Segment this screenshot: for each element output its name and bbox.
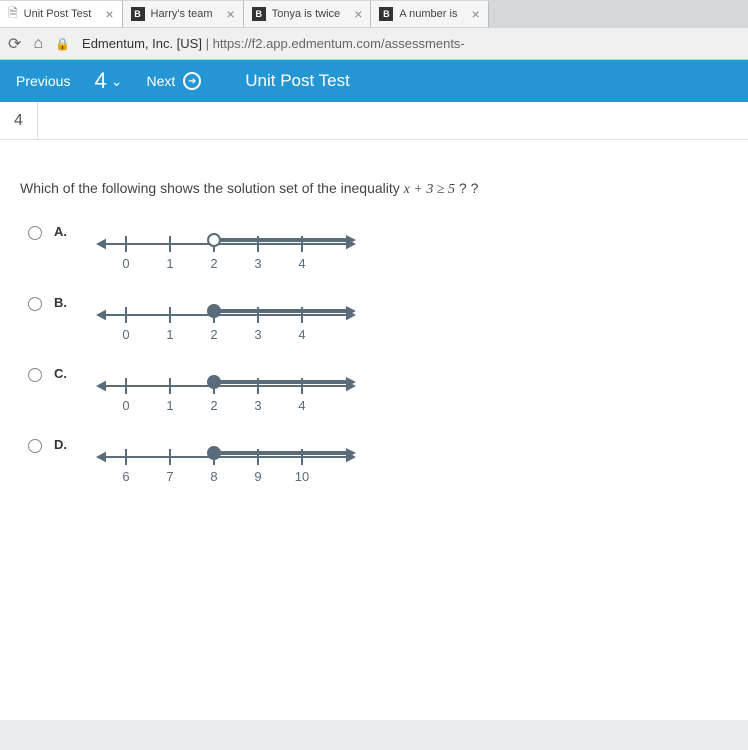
svg-text:2: 2 bbox=[210, 327, 217, 342]
number-line-diagram: 0 1 2 3 4 bbox=[96, 364, 356, 429]
question-math: x + 3 ≥ 5 bbox=[404, 182, 455, 197]
answer-option[interactable]: B. 0 1 2 3 4 bbox=[20, 293, 728, 358]
svg-text:0: 0 bbox=[122, 327, 129, 342]
tab-unit-post-test[interactable]: 🗎 Unit Post Test × bbox=[0, 1, 123, 27]
question-suffix: ? ? bbox=[459, 180, 478, 196]
svg-text:2: 2 bbox=[210, 256, 217, 271]
app-header: Previous 4 ⌄ Next ➜ Unit Post Test bbox=[0, 60, 748, 102]
home-icon[interactable]: ⌂ bbox=[33, 35, 43, 53]
svg-text:6: 6 bbox=[122, 469, 129, 484]
svg-text:7: 7 bbox=[166, 469, 173, 484]
svg-text:9: 9 bbox=[254, 469, 261, 484]
radio-button[interactable] bbox=[28, 439, 42, 453]
brainly-icon: B bbox=[252, 7, 266, 21]
svg-text:8: 8 bbox=[210, 469, 217, 484]
tab-title: A number is bbox=[399, 8, 457, 20]
brainly-icon: B bbox=[131, 7, 145, 21]
close-icon[interactable]: × bbox=[354, 6, 362, 22]
question-content: Which of the following shows the solutio… bbox=[0, 140, 748, 720]
number-line-diagram: 0 1 2 3 4 bbox=[96, 293, 356, 358]
svg-text:0: 0 bbox=[122, 398, 129, 413]
svg-text:4: 4 bbox=[298, 256, 305, 271]
url-domain: Edmentum, Inc. [US] bbox=[82, 36, 202, 51]
svg-text:3: 3 bbox=[254, 327, 261, 342]
browser-tabs-bar: 🗎 Unit Post Test × B Harry's team × B To… bbox=[0, 0, 748, 28]
close-icon[interactable]: × bbox=[227, 6, 235, 22]
option-label: B. bbox=[54, 295, 74, 310]
number-line-diagram: 6 7 8 9 10 bbox=[96, 435, 356, 500]
tab-title: Tonya is twice bbox=[272, 8, 340, 20]
svg-text:1: 1 bbox=[166, 256, 173, 271]
radio-button[interactable] bbox=[28, 297, 42, 311]
question-prefix: Which of the following shows the solutio… bbox=[20, 180, 404, 196]
document-icon: 🗎 bbox=[8, 4, 18, 25]
option-label: A. bbox=[54, 224, 74, 239]
next-button[interactable]: Next ➜ bbox=[146, 72, 201, 90]
tab-number[interactable]: B A number is × bbox=[371, 1, 488, 27]
options-container: A. 0 1 2 3 4 B. 0 1 2 3 4 C. 0 1 2 3 4 D. 6 7 8 9 10 bbox=[20, 222, 728, 500]
svg-text:1: 1 bbox=[166, 398, 173, 413]
question-number: 4 bbox=[94, 68, 106, 94]
url-display[interactable]: Edmentum, Inc. [US] | https://f2.app.edm… bbox=[82, 36, 465, 51]
answer-option[interactable]: A. 0 1 2 3 4 bbox=[20, 222, 728, 287]
question-text: Which of the following shows the solutio… bbox=[20, 180, 728, 198]
question-badge: 4 bbox=[0, 102, 38, 140]
question-number-dropdown[interactable]: 4 ⌄ bbox=[94, 68, 122, 94]
svg-text:4: 4 bbox=[298, 398, 305, 413]
tab-title: Harry's team bbox=[151, 8, 213, 20]
test-title: Unit Post Test bbox=[245, 71, 350, 91]
reload-icon[interactable]: ⟳ bbox=[8, 34, 21, 54]
previous-label: Previous bbox=[16, 73, 70, 89]
svg-text:2: 2 bbox=[210, 398, 217, 413]
close-icon[interactable]: × bbox=[471, 6, 479, 22]
lock-icon: 🔒 bbox=[55, 37, 70, 51]
radio-button[interactable] bbox=[28, 226, 42, 240]
close-icon[interactable]: × bbox=[105, 6, 113, 22]
previous-button[interactable]: Previous bbox=[16, 73, 70, 89]
number-line-diagram: 0 1 2 3 4 bbox=[96, 222, 356, 287]
arrow-right-icon: ➜ bbox=[183, 72, 201, 90]
svg-text:4: 4 bbox=[298, 327, 305, 342]
option-label: D. bbox=[54, 437, 74, 452]
sub-header: 4 bbox=[0, 102, 748, 140]
url-separator: | bbox=[206, 36, 213, 51]
svg-text:1: 1 bbox=[166, 327, 173, 342]
svg-text:10: 10 bbox=[295, 469, 309, 484]
brainly-icon: B bbox=[379, 7, 393, 21]
answer-option[interactable]: D. 6 7 8 9 10 bbox=[20, 435, 728, 500]
answer-option[interactable]: C. 0 1 2 3 4 bbox=[20, 364, 728, 429]
tab-title: Unit Post Test bbox=[24, 8, 92, 20]
svg-text:3: 3 bbox=[254, 256, 261, 271]
radio-button[interactable] bbox=[28, 368, 42, 382]
browser-address-bar: ⟳ ⌂ 🔒 Edmentum, Inc. [US] | https://f2.a… bbox=[0, 28, 748, 60]
chevron-down-icon: ⌄ bbox=[111, 73, 123, 90]
tab-tonya[interactable]: B Tonya is twice × bbox=[244, 1, 372, 27]
svg-text:3: 3 bbox=[254, 398, 261, 413]
option-label: C. bbox=[54, 366, 74, 381]
tab-harrys-team[interactable]: B Harry's team × bbox=[123, 1, 244, 27]
url-path: https://f2.app.edmentum.com/assessments- bbox=[213, 36, 465, 51]
svg-text:0: 0 bbox=[122, 256, 129, 271]
next-label: Next bbox=[146, 73, 175, 89]
